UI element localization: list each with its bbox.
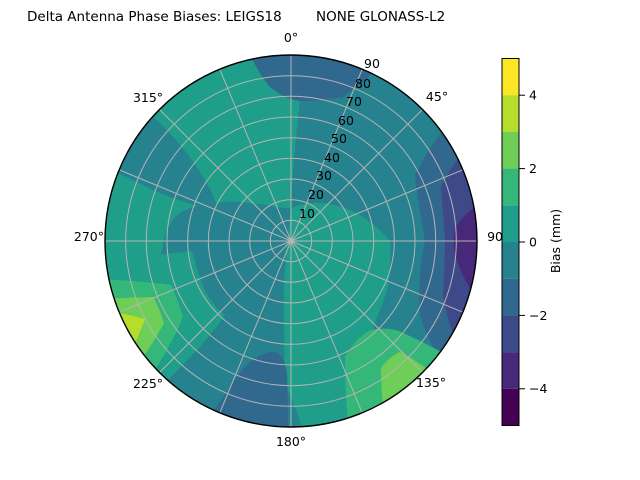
colorbar-band-m5-m4 xyxy=(502,388,519,426)
radial-label-80: 80 xyxy=(355,76,371,91)
radial-label-50: 50 xyxy=(331,131,347,146)
colorbar-tick-labels: 4 2 0 −2 −4 xyxy=(529,88,547,397)
contour-band-m4-right xyxy=(453,200,477,302)
colorbar-band-3-4 xyxy=(502,95,519,132)
radial-label-60: 60 xyxy=(338,113,354,128)
angular-label-90: 90 xyxy=(487,229,503,244)
colorbar-ticklabel-4: 4 xyxy=(529,88,537,103)
angular-label-315: 315° xyxy=(133,90,163,105)
colorbar-band-m3-m2 xyxy=(502,315,519,353)
colorbar-ticklabel-m4: −4 xyxy=(529,381,547,396)
colorbar-band-m2-m1 xyxy=(502,278,519,316)
colorbar-band-0-1 xyxy=(502,205,519,242)
chart-title: Delta Antenna Phase Biases: LEIGS18 NONE… xyxy=(27,9,446,25)
angular-label-270: 270° xyxy=(74,229,104,244)
colorbar-ticks xyxy=(519,94,525,390)
colorbar-ticklabel-m2: −2 xyxy=(529,308,547,323)
grid-ray-157-337 xyxy=(219,69,363,413)
angular-label-0: 0° xyxy=(284,30,298,45)
colorbar: 4 2 0 −2 −4 Bias (mm) xyxy=(501,58,563,426)
colorbar-ticklabel-0: 0 xyxy=(529,234,537,249)
radial-label-40: 40 xyxy=(324,150,340,165)
colorbar-band-2-3 xyxy=(502,131,519,169)
radial-label-20: 20 xyxy=(308,187,324,202)
angular-labels: 0° 45° 90 135° 180° 225° 270° 315° xyxy=(74,30,503,449)
polar-grid xyxy=(105,55,477,427)
radial-label-90: 90 xyxy=(364,56,380,71)
polar-outline xyxy=(104,54,478,428)
colorbar-band-1-2 xyxy=(502,168,519,206)
colorbar-band-4-5 xyxy=(502,58,519,96)
colorbar-axis-label: Bias (mm) xyxy=(548,209,563,273)
radial-label-70: 70 xyxy=(346,94,362,109)
radial-labels: 10 20 30 40 50 60 70 80 90 xyxy=(299,56,380,221)
radial-label-30: 30 xyxy=(316,168,332,183)
angular-label-45: 45° xyxy=(426,89,448,104)
radial-label-10: 10 xyxy=(299,206,315,221)
angular-label-180: 180° xyxy=(276,434,306,449)
colorbar-band-m4-m3 xyxy=(502,352,519,389)
colorbar-ticklabel-2: 2 xyxy=(529,161,537,176)
colorbar-band-m1-0 xyxy=(502,242,519,279)
angular-label-225: 225° xyxy=(133,376,163,391)
angular-label-135: 135° xyxy=(416,375,446,390)
